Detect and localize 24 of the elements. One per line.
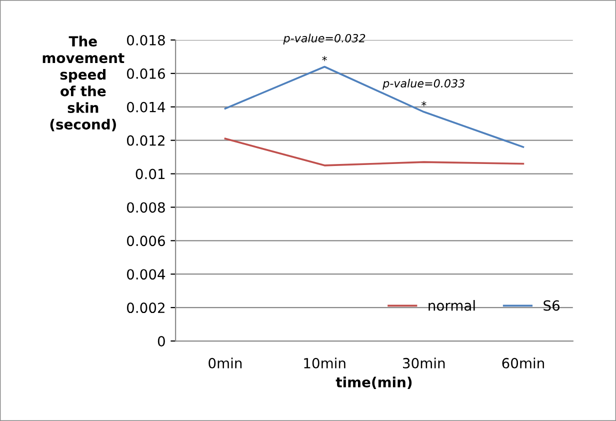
annotation: p-value=0.033 bbox=[382, 78, 464, 90]
y-tick-label: 0.01 bbox=[136, 168, 165, 180]
annotation: * bbox=[421, 101, 426, 106]
legend-label: S6 bbox=[544, 300, 560, 311]
y-tick-label: 0.012 bbox=[126, 135, 164, 146]
y-axis-title: The movement speed of the skin (second) bbox=[42, 36, 124, 132]
annotation: p-value=0.032 bbox=[283, 34, 366, 45]
x-tick-label: 60min bbox=[502, 358, 544, 368]
y-tick-label: 0.014 bbox=[126, 102, 166, 112]
line-series bbox=[224, 66, 524, 148]
y-tick-label: 0 bbox=[158, 336, 165, 346]
x-axis-title: time(min) bbox=[336, 376, 412, 390]
y-tick-label: 0.006 bbox=[126, 236, 165, 246]
legend-label: normal bbox=[428, 300, 475, 311]
y-tick-label: 0.008 bbox=[126, 202, 165, 213]
x-tick-label: 30min bbox=[403, 358, 445, 368]
x-tick-label: 10min bbox=[304, 358, 346, 368]
y-tick-label: 0.002 bbox=[126, 302, 164, 314]
x-tick-label: 0min bbox=[208, 358, 242, 368]
y-tick-label: 0.004 bbox=[126, 269, 166, 280]
y-tick-label: 0.016 bbox=[126, 68, 165, 79]
annotation: * bbox=[322, 56, 327, 62]
line-series bbox=[224, 138, 524, 166]
y-tick-label: 0.018 bbox=[126, 34, 165, 46]
